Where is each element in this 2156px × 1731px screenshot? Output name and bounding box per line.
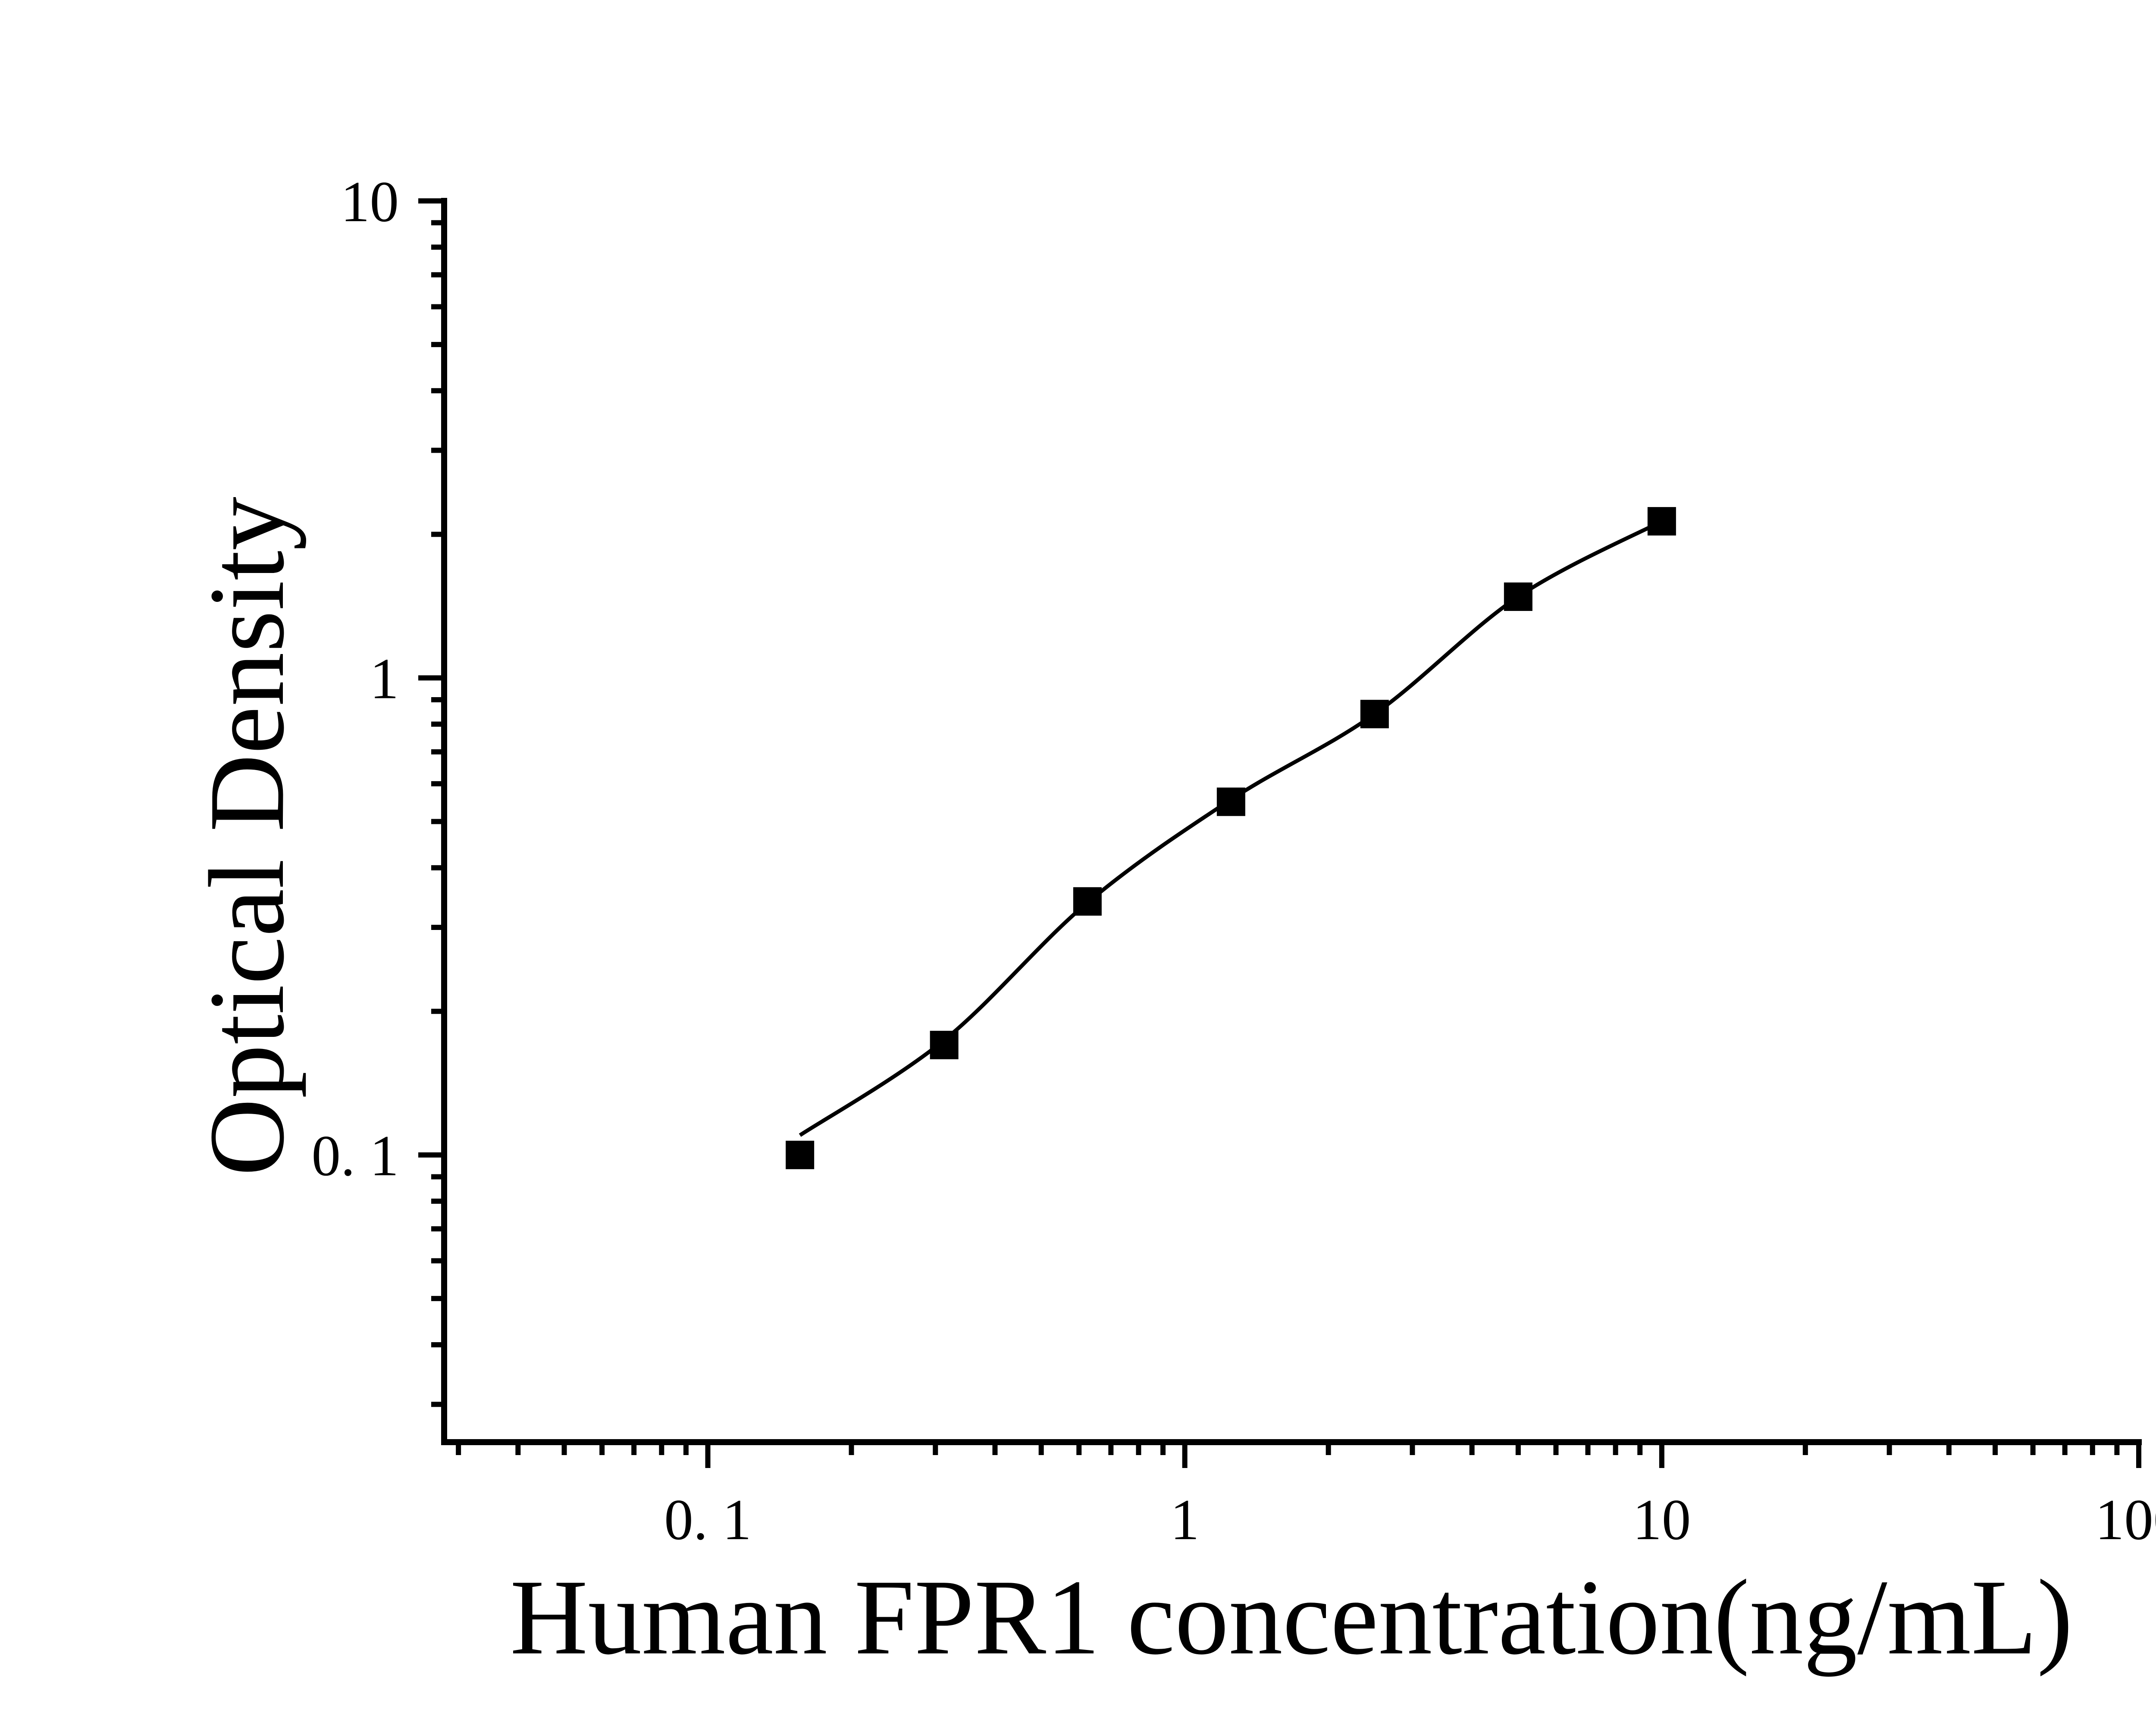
x-tick-label: 1 xyxy=(1170,1488,1200,1552)
y-axis-title: Optical Density xyxy=(187,496,307,1177)
data-point-marker xyxy=(1360,700,1389,729)
x-tick-label: 10 xyxy=(1633,1488,1691,1552)
y-tick-label: 1 xyxy=(370,647,399,711)
data-point-marker xyxy=(930,1030,959,1059)
y-tick-label: 10 xyxy=(341,170,399,234)
x-axis-title: Human FPR1 concentration(ng/mL) xyxy=(510,1558,2073,1677)
data-point-marker xyxy=(1647,507,1676,536)
axis-spines xyxy=(441,198,2142,1445)
data-point-marker xyxy=(1216,787,1245,816)
data-point-marker xyxy=(1073,887,1102,916)
x-tick-label: 0. 1 xyxy=(664,1488,752,1552)
standard-curve-fit-line xyxy=(799,520,1663,1137)
data-point-marker xyxy=(1504,582,1532,611)
x-tick-label: 100 xyxy=(2095,1488,2156,1552)
data-point-marker xyxy=(786,1140,815,1169)
y-tick-label: 0. 1 xyxy=(312,1124,399,1188)
